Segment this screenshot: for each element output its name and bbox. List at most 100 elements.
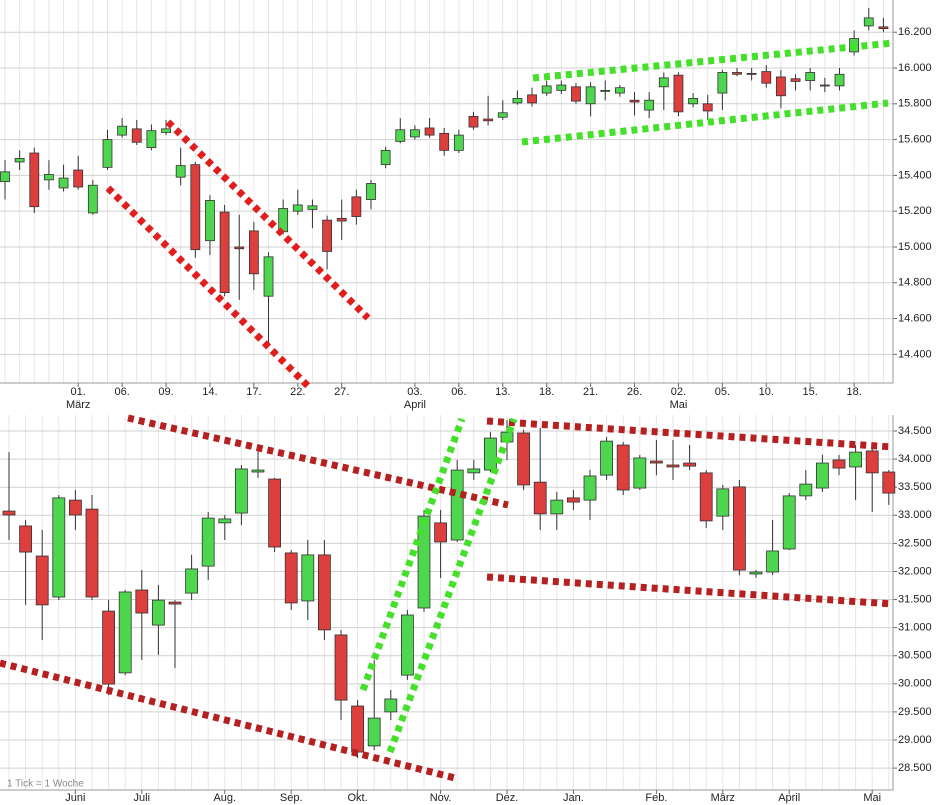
y-tick-label: 30.000 <box>898 678 932 690</box>
candle-body <box>834 73 845 87</box>
y-tick-label: 14.600 <box>898 312 932 324</box>
candle-body <box>688 98 698 105</box>
candle-body <box>334 634 348 701</box>
candle-body <box>380 149 391 166</box>
candle-body <box>467 468 481 474</box>
candle-body <box>284 552 298 604</box>
y-tick-label: 28.500 <box>898 762 932 774</box>
candle-body <box>865 450 879 474</box>
candle-body <box>317 554 331 631</box>
candle-body <box>268 478 282 548</box>
candle-body <box>556 84 567 91</box>
candle-body <box>450 469 464 541</box>
x-tick-label: 09. <box>158 386 173 398</box>
candle-body <box>567 497 580 503</box>
y-tick-label: 30.500 <box>898 650 932 662</box>
x-tick-label: Aug. <box>213 792 236 804</box>
candle-body <box>58 177 69 189</box>
candle-body <box>512 98 523 104</box>
candle-body <box>702 103 713 112</box>
x-tick-label: März <box>711 792 735 804</box>
candle-body <box>733 486 746 571</box>
candle-body <box>600 440 613 476</box>
y-tick-label: 34.500 <box>898 425 932 437</box>
y-tick-label: 31.000 <box>898 622 932 634</box>
x-tick-label: 21. <box>583 386 598 398</box>
x-tick-label: Feb. <box>645 792 667 804</box>
candle-body <box>527 94 537 104</box>
candle-body <box>614 87 625 94</box>
candle-body <box>816 462 829 489</box>
candle-body <box>699 472 713 522</box>
x-tick-label: Mai <box>863 792 881 804</box>
trend-line <box>0 659 456 782</box>
candle-body <box>307 205 318 210</box>
candle-body <box>633 457 647 489</box>
x-tick-label: 17. <box>246 386 261 398</box>
trend-line <box>486 417 894 451</box>
y-tick-label: 14.400 <box>898 348 932 360</box>
candle-body <box>14 157 25 163</box>
candle-body <box>716 488 730 517</box>
x-tick-label: Jan. <box>563 792 584 804</box>
candle-body <box>234 468 248 514</box>
candle-body <box>434 522 448 543</box>
candle-body <box>483 118 494 122</box>
candle-body <box>218 518 232 524</box>
x-tick-label: 14. <box>202 386 217 398</box>
candle-body <box>483 437 497 471</box>
candle-body <box>819 84 830 87</box>
trend-line <box>486 573 894 608</box>
x-tick-label: 06. <box>114 386 129 398</box>
y-tick-label: 15.600 <box>898 134 932 146</box>
candle-body <box>453 134 464 151</box>
y-tick-label: 31.500 <box>898 593 932 605</box>
candle-body <box>766 550 779 573</box>
candle-body <box>219 211 230 294</box>
candle-body <box>248 230 259 275</box>
y-tick-label: 15.000 <box>898 241 932 253</box>
candle-body <box>533 481 547 515</box>
trend-line <box>386 417 518 754</box>
candle-body <box>732 72 742 75</box>
candle-body <box>683 462 696 467</box>
trend-line <box>105 185 311 389</box>
candle-body <box>185 568 199 594</box>
candle-body <box>205 200 215 242</box>
candle-body <box>322 219 332 252</box>
x-tick-label: 06. <box>451 386 466 398</box>
candle-body <box>761 71 772 84</box>
candle-body <box>658 77 669 88</box>
annotation: 1 Tick = 1 Woche <box>7 779 84 790</box>
trend-line <box>359 417 466 692</box>
candle-body <box>497 112 508 118</box>
candle-body <box>805 72 816 81</box>
trend-line <box>127 414 509 509</box>
candle-body <box>666 464 680 468</box>
candle-body <box>629 99 640 103</box>
candle-body <box>424 127 435 136</box>
candle-body <box>541 85 552 94</box>
trend-lines <box>0 39 894 782</box>
y-tick-label: 33.000 <box>898 509 932 521</box>
candle-body <box>151 599 165 626</box>
y-tick-label: 16.200 <box>898 26 932 38</box>
candle-body <box>550 499 564 515</box>
x-tick-label: Juli <box>134 792 151 804</box>
candle-body <box>161 128 171 133</box>
y-tick-label: 34.000 <box>898 453 932 465</box>
x-tick-label: 02. <box>671 386 686 398</box>
x-tick-label: 15. <box>803 386 818 398</box>
candle-body <box>102 139 113 168</box>
candle-body <box>790 78 801 82</box>
y-tick-label: 15.200 <box>898 205 932 217</box>
x-tick-label: 26. <box>627 386 642 398</box>
candle-body <box>292 204 303 212</box>
candle-body <box>168 601 182 605</box>
x-group-label: Mai <box>670 399 688 411</box>
candle-body <box>583 475 597 501</box>
candle-body <box>190 164 201 251</box>
x-tick-label: 01. <box>71 386 86 398</box>
y-tick-label: 33.500 <box>898 481 932 493</box>
